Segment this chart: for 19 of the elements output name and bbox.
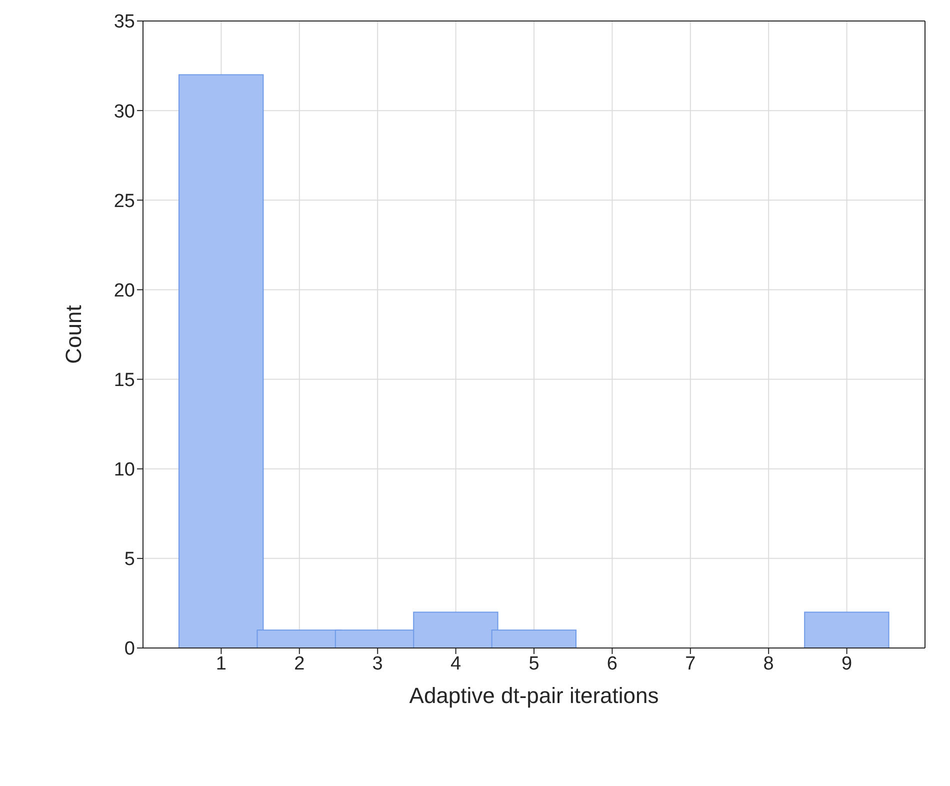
x-tick-label: 7 [685,653,696,674]
y-tick-label: 20 [114,280,135,302]
y-tick-label: 0 [124,638,135,660]
x-tick-label: 2 [294,653,305,674]
y-tick-label: 5 [124,549,135,570]
y-tick-label: 10 [114,460,135,481]
x-tick-label: 9 [842,653,852,674]
y-tick-label: 25 [114,190,135,212]
x-tick-label: 5 [528,653,540,674]
y-axis-title: Count [60,305,86,364]
x-axis-title: Adaptive dt-pair iterations [409,683,659,708]
x-tick-label: 4 [450,653,462,674]
y-tick-label: 35 [114,12,135,33]
x-tick-label: 6 [606,653,618,674]
x-tick-label: 8 [763,653,774,674]
y-tick-label: 30 [114,101,135,122]
y-tick-label: 15 [114,370,135,392]
x-tick-label: 3 [372,653,383,674]
x-tick-label: 1 [216,653,226,674]
